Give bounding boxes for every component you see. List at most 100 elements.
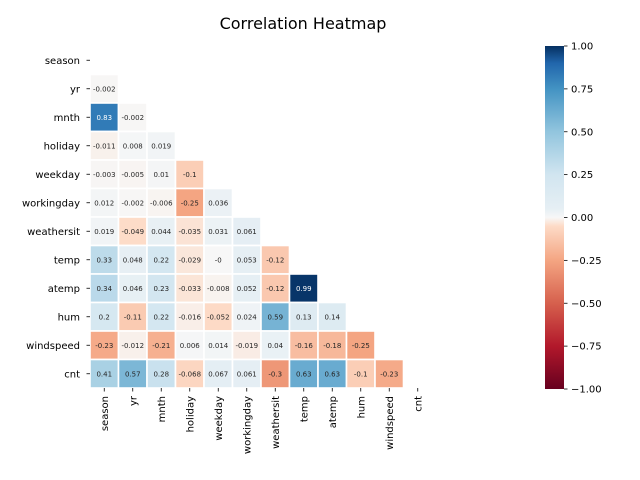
y-tick-label: workingday bbox=[22, 198, 80, 209]
heatmap-cell-label: 0.22 bbox=[153, 256, 169, 264]
heatmap-cell: -0.3 bbox=[260, 358, 291, 389]
heatmap-cell-label: -0.002 bbox=[93, 85, 116, 93]
heatmap-cell-rect bbox=[117, 159, 148, 190]
heatmap-cell: 0.053 bbox=[231, 244, 262, 275]
heatmap-cell: -0.012 bbox=[117, 330, 148, 361]
heatmap-cell-label: -0.21 bbox=[152, 342, 170, 350]
heatmap-cell: 0.28 bbox=[146, 358, 177, 389]
heatmap-cell-label: 0.067 bbox=[208, 370, 228, 378]
x-tick-label: yr bbox=[128, 395, 139, 406]
heatmap-cell-rect bbox=[203, 216, 234, 247]
x-tick-labels: season yr mnth holiday weekday workingday weat… bbox=[100, 388, 424, 454]
colorbar-gradient bbox=[545, 46, 564, 389]
heatmap-cell: 0.052 bbox=[231, 273, 262, 304]
heatmap-cell-label: 0.41 bbox=[96, 370, 112, 378]
heatmap-cell: 0.2 bbox=[89, 301, 120, 332]
heatmap-cell-label: 0.046 bbox=[123, 285, 144, 293]
heatmap-cell-label: -0.16 bbox=[295, 342, 314, 350]
heatmap-cell-rect bbox=[174, 159, 205, 190]
x-tick-label: windspeed bbox=[385, 396, 396, 450]
heatmap-cell-rect bbox=[146, 330, 177, 361]
heatmap-cell: 0.067 bbox=[203, 358, 234, 389]
x-tick-label: holiday bbox=[185, 396, 196, 432]
y-tick-label: cnt bbox=[64, 369, 80, 380]
heatmap-cell-label: 0.019 bbox=[151, 142, 171, 150]
heatmap-cell: -0.006 bbox=[146, 187, 177, 218]
heatmap-cell: -0.11 bbox=[117, 301, 148, 332]
heatmap-cell: -0.011 bbox=[89, 130, 120, 161]
heatmap-cell: 0.046 bbox=[117, 273, 148, 304]
heatmap-cell: -0.008 bbox=[203, 273, 234, 304]
heatmap-cell: -0.23 bbox=[89, 330, 120, 361]
heatmap-cell: -0.016 bbox=[174, 301, 205, 332]
heatmap-cell-rect bbox=[345, 330, 376, 361]
heatmap-cell: 0.34 bbox=[89, 273, 120, 304]
colorbar-tick-label: 0.75 bbox=[571, 84, 593, 95]
heatmap-cell-label: -0.12 bbox=[266, 285, 284, 293]
chart-title: Correlation Heatmap bbox=[220, 14, 387, 33]
heatmap-cell-rect bbox=[117, 244, 148, 275]
heatmap-cell-label: -0.008 bbox=[207, 285, 230, 293]
heatmap-cell: -0.002 bbox=[89, 73, 120, 104]
heatmap-cell-label: -0.005 bbox=[121, 171, 144, 179]
heatmap-cell: 0.13 bbox=[288, 301, 319, 332]
heatmap-cell: 0.22 bbox=[146, 301, 177, 332]
y-tick-label: atemp bbox=[48, 284, 80, 295]
heatmap-cell-rect bbox=[374, 358, 405, 389]
heatmap-cell-label: 0.036 bbox=[208, 199, 229, 207]
heatmap-cell-label: -0.052 bbox=[207, 313, 230, 321]
heatmap-cell: -0.23 bbox=[374, 358, 405, 389]
heatmap-cell: -0.003 bbox=[89, 159, 120, 190]
y-tick-label: windspeed bbox=[26, 341, 80, 352]
heatmap-cell-label: -0.033 bbox=[178, 285, 201, 293]
colorbar: 1.00 0.75 0.50 0.25 0.00 −0.25 −0.50 −0.75 −1.00 bbox=[545, 42, 602, 396]
heatmap-cell-label: -0.25 bbox=[181, 199, 199, 207]
x-tick-label: atemp bbox=[328, 396, 339, 428]
heatmap-cell: 0.006 bbox=[174, 330, 205, 361]
heatmap-cell-label: -0.019 bbox=[235, 342, 258, 350]
heatmap-cell: 0.23 bbox=[146, 273, 177, 304]
heatmap-cell: 0.061 bbox=[231, 358, 262, 389]
heatmap-cell-label: 0.34 bbox=[96, 285, 112, 293]
heatmap-cell-label: 0.012 bbox=[94, 199, 114, 207]
heatmap-cell: -0.21 bbox=[146, 330, 177, 361]
heatmap-cell-label: -0.016 bbox=[178, 313, 201, 321]
heatmap-cell: 0.048 bbox=[117, 244, 148, 275]
heatmap-cell-rect bbox=[146, 130, 177, 161]
colorbar-tick-label: −0.75 bbox=[571, 342, 602, 353]
heatmap-cell: 0.031 bbox=[203, 216, 234, 247]
heatmap-cell: -0.005 bbox=[117, 159, 148, 190]
heatmap-cell-label: -0.1 bbox=[354, 370, 368, 378]
heatmap-cell-rect bbox=[117, 216, 148, 247]
heatmap-cell-label: 0.99 bbox=[296, 285, 312, 293]
heatmap-cells: -0.002 0.83 -0.002 -0.011 0.008 0.019 -0.003 -0… bbox=[89, 73, 405, 389]
heatmap-cell: -0.1 bbox=[345, 358, 376, 389]
x-tick-label: temp bbox=[299, 396, 310, 422]
x-tick-label: hum bbox=[356, 396, 367, 418]
heatmap-cell: 0.22 bbox=[146, 244, 177, 275]
heatmap-cell: -0 bbox=[203, 244, 234, 275]
y-tick-label: weathersit bbox=[27, 227, 80, 238]
heatmap-cell-rect bbox=[174, 216, 205, 247]
heatmap-cell-label: -0.23 bbox=[380, 370, 398, 378]
heatmap-cell: 0.019 bbox=[89, 216, 120, 247]
heatmap-cell-label: 0.33 bbox=[96, 256, 112, 264]
heatmap-cell-label: 0.57 bbox=[125, 370, 141, 378]
heatmap-cell: 0.59 bbox=[260, 301, 291, 332]
heatmap-cell: 0.33 bbox=[89, 244, 120, 275]
y-tick-label: yr bbox=[70, 84, 81, 95]
heatmap-cell: 0.019 bbox=[146, 130, 177, 161]
heatmap-cell-label: 0.14 bbox=[324, 313, 340, 321]
y-tick-label: season bbox=[45, 56, 80, 67]
x-tick-label: workingday bbox=[242, 396, 253, 454]
heatmap-cell-label: -0.18 bbox=[323, 342, 341, 350]
heatmap-cell-rect bbox=[174, 358, 205, 389]
heatmap-cell-label: 0.006 bbox=[180, 342, 201, 350]
heatmap-cell-rect bbox=[317, 358, 348, 389]
heatmap-cell-label: -0.23 bbox=[95, 342, 113, 350]
heatmap-cell-label: -0.049 bbox=[121, 228, 144, 236]
heatmap-cell-label: -0.006 bbox=[150, 199, 173, 207]
heatmap-cell-label: 0.024 bbox=[237, 313, 258, 321]
heatmap-cell-label: 0.061 bbox=[237, 228, 257, 236]
colorbar-tick-label: −0.50 bbox=[571, 299, 602, 310]
